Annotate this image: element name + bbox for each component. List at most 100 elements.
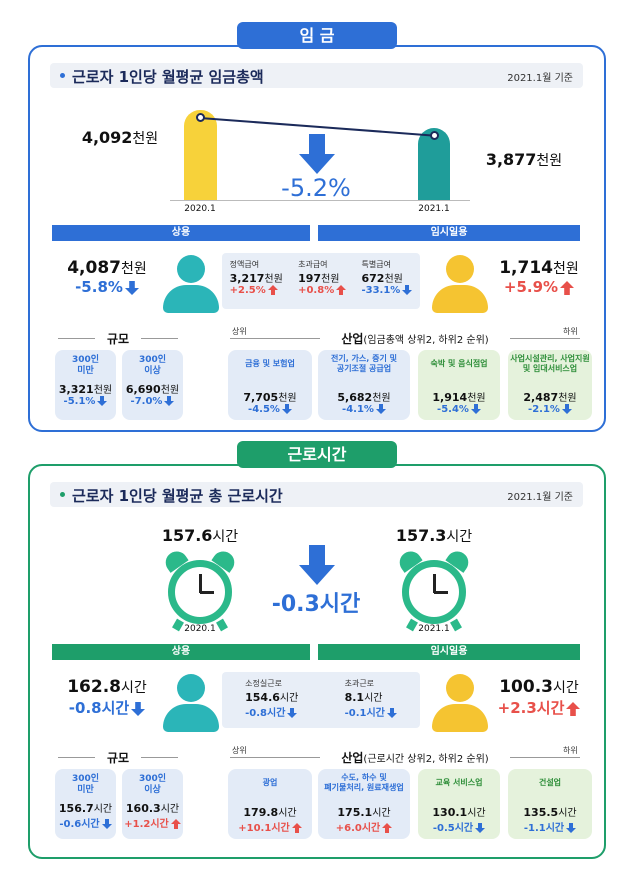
rank-high: 상위 <box>232 326 247 337</box>
value-number: 2,487 <box>523 391 559 404</box>
person-icon <box>163 255 219 313</box>
value: 672천원 <box>361 270 412 285</box>
date: 2021.1 <box>418 204 450 214</box>
value: 3,321천원 <box>55 381 116 396</box>
big-arrow <box>299 134 335 174</box>
dot <box>430 131 439 140</box>
up-arrow <box>291 823 302 833</box>
down-arrow <box>402 285 413 295</box>
value: 157.3시간 <box>374 526 494 546</box>
card-values: 2,487천원 -2.1% <box>508 389 592 415</box>
value-unit: 천원 <box>278 393 297 404</box>
size-card: 300인 이상 6,690천원 -7.0% <box>122 350 183 420</box>
down-arrow <box>375 404 386 414</box>
value-unit: 시간 <box>364 693 383 704</box>
section-tab: 근로시간 <box>237 441 397 468</box>
card-values: 175.1시간 +6.0시간 <box>318 804 410 834</box>
total-change: -0.3시간 <box>271 592 361 617</box>
value-unit: 천원 <box>321 274 340 285</box>
person-icon <box>432 255 488 313</box>
prev-value: 4,092천원 <box>60 128 180 150</box>
value: 7,705천원 <box>228 389 312 404</box>
clock-icon <box>161 547 239 632</box>
total-change: -5.2% <box>281 174 351 202</box>
basis-note: 2021.1월 기준 <box>507 492 573 503</box>
big-arrow <box>299 545 335 585</box>
value-number: 4,087 <box>67 258 121 278</box>
breakdown-box: 소정실근로 154.6시간 -0.8시간 초과근로 8.1시간 -0.1시간 <box>222 672 420 728</box>
value-unit: 시간 <box>372 808 391 819</box>
card-label: 수도, 하수 및 폐기물처리, 원료재생업 <box>324 773 404 792</box>
change: -5.4% <box>418 404 500 415</box>
change-text: -0.8시간 <box>68 699 130 717</box>
clock-icon <box>395 547 473 632</box>
dot <box>196 113 205 122</box>
change-text: -4.1% <box>342 404 374 415</box>
value-number: 5,682 <box>337 391 373 404</box>
value-unit: 천원 <box>121 261 147 277</box>
value-number: 3,321 <box>58 383 94 396</box>
value: 162.8시간 <box>52 677 162 697</box>
group-header: 상용 <box>52 225 310 241</box>
change: -0.8시간 <box>245 704 298 719</box>
change-text: +5.9% <box>503 278 559 296</box>
industry-title: 산업(근로시간 상위2, 하위2 순위) <box>320 749 510 765</box>
breakdown-box: 정액급여 3,217천원 +2.5% 초과급여 197천원 +0.8% 특별급여 672천원 -… <box>222 253 420 309</box>
bar-prev <box>184 110 217 200</box>
rank-high: 상위 <box>232 745 247 756</box>
up-arrow <box>170 819 181 829</box>
change: +5.9% <box>484 278 594 296</box>
value-number: 156.7 <box>58 802 94 815</box>
change-text: -0.5시간 <box>432 823 474 834</box>
value-unit: 시간 <box>278 808 297 819</box>
title-bar: 근로자 1인당 월평균 임금총액 2021.1월 기준 <box>50 63 583 88</box>
card-values: 1,914천원 -5.4% <box>418 389 500 415</box>
date: 2021.1 <box>418 624 450 634</box>
date: 2020.1 <box>184 204 216 214</box>
value-number: 135.5 <box>523 806 559 819</box>
head <box>446 674 474 702</box>
breakdown-label: 특별급여 <box>361 260 391 269</box>
head <box>446 255 474 283</box>
change: -4.5% <box>228 404 312 415</box>
down-arrow <box>101 819 112 829</box>
title-bar: 근로자 1인당 월평균 총 근로시간 2021.1월 기준 <box>50 482 583 507</box>
value: 130.1시간 <box>418 804 500 819</box>
shaft <box>309 134 325 154</box>
change: +2.3시간 <box>484 697 594 718</box>
down-arrow <box>164 396 175 406</box>
card-label: 300인 이상 <box>138 355 167 376</box>
change: +1.2시간 <box>122 815 183 830</box>
value-number: 672 <box>361 272 385 285</box>
person-icon <box>163 674 219 732</box>
card-label: 300인 이상 <box>138 774 167 795</box>
value-unit: 시간 <box>212 529 239 545</box>
card-label: 교육 서비스업 <box>435 778 483 787</box>
prev-value: 157.6시간 <box>140 526 260 548</box>
value-unit: 천원 <box>160 385 180 396</box>
head <box>177 255 205 283</box>
value-unit: 천원 <box>264 274 283 285</box>
industry-note: (근로시간 상위2, 하위2 순위) <box>363 754 489 765</box>
value-unit: 천원 <box>558 393 577 404</box>
body <box>163 704 219 732</box>
value-unit: 천원 <box>467 393 486 404</box>
body <box>432 285 488 313</box>
value-unit: 시간 <box>279 693 299 704</box>
value-number: 4,092 <box>81 128 133 147</box>
value-number: 162.8 <box>67 677 121 697</box>
body <box>432 704 488 732</box>
change: +6.0시간 <box>318 819 410 834</box>
industry-card: 금융 및 보험업 7,705천원 -4.5% <box>228 350 312 420</box>
value-unit: 천원 <box>553 261 579 277</box>
down-arrow <box>475 823 486 833</box>
change: -0.6시간 <box>55 815 116 830</box>
breakdown-label: 초과근로 <box>344 679 375 688</box>
value: 100.3시간 <box>484 677 594 697</box>
change-text: -5.8% <box>75 278 123 296</box>
value-unit: 시간 <box>553 680 579 696</box>
change-text: -0.6시간 <box>59 819 100 830</box>
industry-card: 수도, 하수 및 폐기물처리, 원료재생업 175.1시간 +6.0시간 <box>318 769 410 839</box>
card-label: 사업시설관리, 사업지원 및 임대서비스업 <box>510 354 590 373</box>
size-card: 300인 미만 3,321천원 -5.1% <box>55 350 116 420</box>
